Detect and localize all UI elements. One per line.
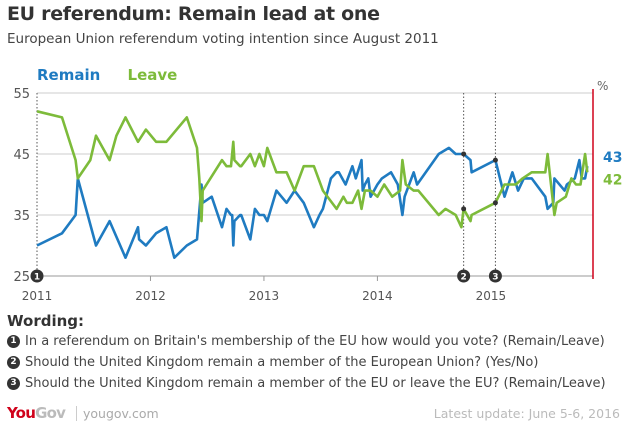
wording-text: In a referendum on Britain's membership … [25,334,605,349]
number-1-icon: 1 [7,335,20,348]
y-tick-label: 35 [13,209,30,224]
y-tick-label: 55 [13,87,30,102]
question-marker-badge [488,269,502,283]
legend-leave: Leave [127,66,178,84]
wording-heading: Wording: [7,312,85,330]
wording-item-1: 1 In a referendum on Britain's membership… [7,334,605,349]
wording-text: Should the United Kingdom remain a membe… [25,376,606,391]
number-2-icon: 2 [7,356,20,369]
y-tick-label: 25 [13,270,30,285]
question-marker-badge [457,269,471,283]
question-marker-number: 2 [461,273,467,283]
yougov-logo: YouGov [7,404,66,422]
line-chart: 25 35 45 55 2011 2012 2013 2014 2015% 43 42 1 2 3 [13,79,622,303]
wording-item-2: 2 Should the United Kingdom remain a memb… [7,355,538,370]
wording-text: Should the United Kingdom remain a membe… [25,355,539,370]
end-value-label-leave: 42 [603,172,622,188]
end-value-label-remain: 43 [603,150,622,166]
x-tick-label: 2013 [249,289,280,303]
question-marker-number: 1 [34,273,40,283]
chart-title: EU referendum: Remain lead at one [7,3,380,25]
question-marker-point [492,200,498,206]
number-3-icon: 3 [7,377,20,390]
y-unit-label: % [597,79,608,93]
legend: Remain Leave [37,66,199,84]
question-marker-number: 3 [492,273,498,283]
series-line-remain [36,146,589,260]
x-tick-label: 2012 [135,289,166,303]
chart-subtitle: European Union referendum voting intenti… [7,31,439,47]
y-tick-label: 45 [13,148,30,163]
question-marker-point [461,151,467,157]
question-marker-point [461,206,467,212]
legend-remain: Remain [37,66,101,84]
latest-update: Latest update: June 5-6, 2016 [433,406,620,421]
question-marker-point [492,157,498,163]
x-tick-label: 2014 [362,289,393,303]
question-marker-badge [30,269,44,283]
series-line-leave [36,110,589,229]
wording-item-3: 3 Should the United Kingdom remain a memb… [7,376,606,391]
x-tick-label: 2015 [476,289,507,303]
x-tick-label: 2011 [22,289,53,303]
site-link[interactable]: yougov.com [76,406,159,421]
